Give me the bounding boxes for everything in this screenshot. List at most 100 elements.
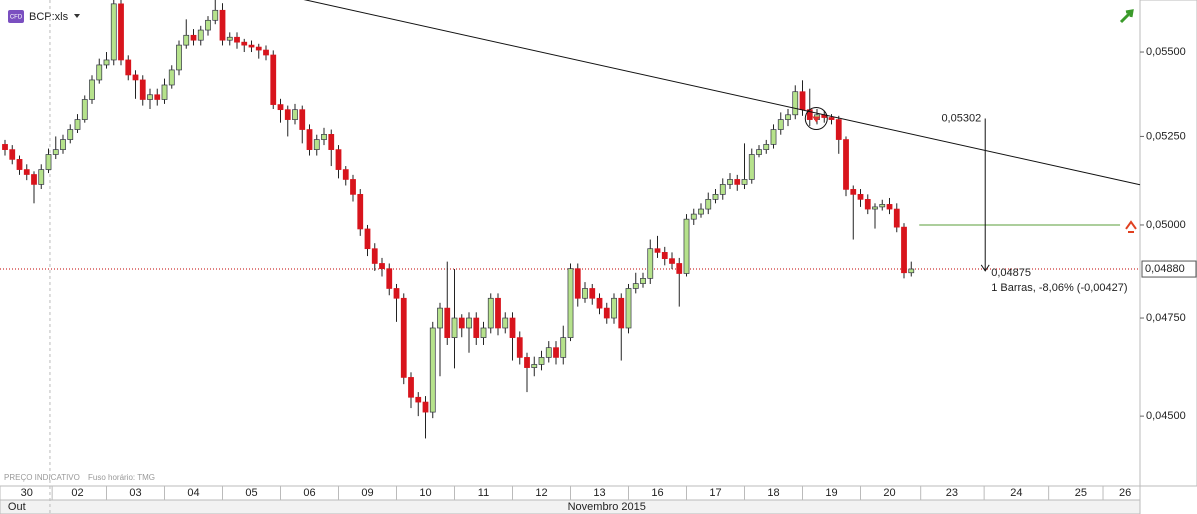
price-axis	[1139, 0, 1197, 487]
candle-body	[647, 248, 654, 279]
y-tick-label: 0,05000	[1146, 219, 1186, 231]
x-tick-label: 12	[535, 487, 547, 499]
candle-body	[132, 74, 139, 81]
candle-body	[234, 36, 240, 43]
candle-body	[640, 278, 646, 284]
candle-body	[263, 49, 269, 56]
x-tick-label: 26	[1119, 487, 1131, 499]
candle-body	[872, 206, 878, 210]
candle-body	[393, 288, 400, 299]
candle-body	[466, 317, 472, 329]
candle-body	[176, 44, 182, 71]
candle-body	[741, 179, 748, 185]
candle-body	[857, 194, 864, 200]
candle-body	[582, 288, 588, 299]
candle-body	[255, 46, 262, 51]
candle-body	[835, 119, 842, 140]
x-tick-label: 10	[419, 487, 431, 499]
candle-body	[89, 79, 95, 100]
candle-body	[147, 94, 153, 100]
candle-body	[698, 208, 704, 215]
candle-body	[415, 396, 422, 403]
candle-body	[38, 169, 45, 185]
candle-body	[16, 159, 23, 170]
x-tick-label: 17	[709, 487, 721, 499]
candle-body	[734, 179, 741, 185]
candle-body	[574, 268, 581, 299]
candle-body	[321, 134, 327, 140]
candle-body	[879, 204, 886, 208]
candle-body	[205, 19, 211, 31]
candle-body	[400, 297, 407, 378]
measure-arrowhead	[980, 264, 990, 272]
candle-body	[632, 283, 639, 289]
candle-body	[560, 337, 567, 358]
x-tick-label: 30	[21, 487, 33, 499]
candle-body	[495, 297, 501, 329]
candle-body	[451, 317, 458, 338]
x-tick-label: 09	[361, 487, 373, 499]
candle-body	[168, 69, 175, 86]
candle-body	[183, 34, 190, 46]
cfd-icon	[8, 10, 24, 23]
x-tick-label: 18	[767, 487, 779, 499]
symbol-dropdown[interactable]	[74, 14, 80, 18]
candle-body	[306, 129, 313, 150]
candle-body	[669, 258, 675, 264]
candle-body	[219, 9, 226, 41]
candle-body	[799, 91, 806, 111]
candle-body	[893, 208, 900, 228]
candle-body	[756, 149, 762, 155]
candle-body	[785, 114, 791, 120]
y-tick-label: 0,05500	[1146, 46, 1186, 58]
candle-body	[212, 9, 219, 21]
candle-body	[458, 317, 465, 329]
candle-body	[118, 3, 124, 61]
candle-body	[683, 218, 690, 274]
candle-body	[328, 134, 335, 150]
candle-body	[901, 226, 907, 274]
candle-body	[357, 194, 364, 230]
candle-body	[727, 179, 733, 185]
x-tick-label: 20	[883, 487, 895, 499]
candle-body	[226, 36, 233, 41]
candle-body	[603, 307, 610, 319]
candle-body	[9, 149, 16, 160]
candle-body	[350, 179, 356, 195]
x-tick-label: 16	[651, 487, 663, 499]
candle-body	[313, 139, 320, 150]
candle-body	[538, 357, 545, 365]
candle-body	[502, 317, 509, 329]
candle-body	[110, 3, 117, 61]
candle-body	[386, 268, 393, 289]
candle-body	[342, 169, 349, 180]
candle-body	[908, 268, 915, 274]
x-tick-label: 19	[825, 487, 837, 499]
candle-body	[429, 327, 436, 413]
candle-body	[850, 189, 857, 195]
candle-body	[596, 297, 603, 309]
last-price-label: 0,04880	[1145, 263, 1185, 275]
y-tick-label: 0,04750	[1146, 312, 1186, 324]
candle-body	[96, 64, 103, 81]
timezone-note: Fuso horário: TMG	[88, 473, 155, 482]
candle-body	[197, 29, 204, 41]
candle-body	[473, 317, 480, 338]
x-tick-label: 11	[478, 487, 489, 499]
candle-body	[770, 129, 777, 145]
candle-body	[154, 94, 161, 100]
symbol[interactable]: BCP:xls	[29, 11, 69, 23]
candle-body	[248, 44, 255, 48]
candle-body	[654, 248, 661, 253]
trend-icon[interactable]	[1119, 9, 1134, 24]
candle-body	[161, 84, 168, 100]
signal-circle	[804, 107, 828, 131]
trendline	[303, 0, 1141, 186]
candle-body	[886, 204, 893, 210]
candle-body	[516, 337, 523, 358]
candle-body	[676, 263, 683, 274]
candle-body	[23, 169, 30, 175]
month-label: Novembro 2015	[568, 501, 646, 513]
